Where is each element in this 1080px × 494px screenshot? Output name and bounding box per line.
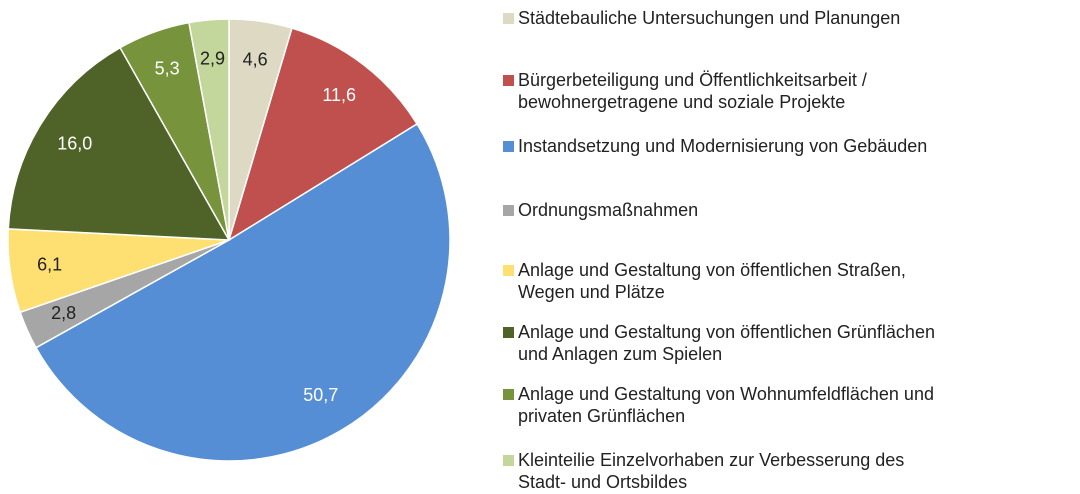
data-label: 6,1 bbox=[37, 254, 62, 274]
pie-slice bbox=[34, 122, 451, 462]
legend-swatch bbox=[503, 389, 514, 400]
legend-label: Städtebauliche Untersuchungen und Planun… bbox=[518, 8, 901, 28]
legend-swatch bbox=[503, 265, 514, 276]
legend-item: Städtebauliche Untersuchungen und Planun… bbox=[503, 7, 900, 29]
legend-item: Anlage und Gestaltung von öffentlichen G… bbox=[503, 321, 935, 365]
data-label: 2,9 bbox=[200, 48, 225, 68]
legend-label: Anlage und Gestaltung von Wohnumfeldfläc… bbox=[518, 384, 934, 426]
legend-label: Anlage und Gestaltung von öffentlichen S… bbox=[518, 260, 906, 302]
legend-item: Ordnungsmaßnahmen bbox=[503, 199, 698, 221]
legend-label: Kleinteilie Einzelvorhaben zur Verbesser… bbox=[518, 450, 905, 492]
data-label: 2,8 bbox=[51, 303, 76, 323]
data-label: 11,6 bbox=[322, 85, 356, 105]
legend-swatch bbox=[503, 141, 514, 152]
chart: 4,6 11,6 50,7 2,8 6,1 16,0 5,3 2,9 bbox=[7, 18, 451, 462]
legend-item: Anlage und Gestaltung von öffentlichen S… bbox=[503, 259, 906, 303]
pie-slice bbox=[227, 27, 419, 242]
legend-label: Anlage und Gestaltung von öffentlichen G… bbox=[518, 322, 935, 364]
legend-item: Bürgerbeteiligung und Öffentlichkeitsarb… bbox=[503, 69, 867, 113]
legend-swatch bbox=[503, 455, 514, 466]
pie-slice bbox=[188, 18, 230, 241]
legend-swatch bbox=[503, 13, 514, 24]
pie-slice bbox=[7, 46, 231, 241]
legend-item: Anlage und Gestaltung von Wohnumfeldfläc… bbox=[503, 383, 934, 427]
data-label: 16,0 bbox=[57, 134, 92, 154]
legend-label: Instandsetzung und Modernisierung von Ge… bbox=[518, 136, 928, 156]
legend-label: Bürgerbeteiligung und Öffentlichkeitsarb… bbox=[518, 70, 867, 112]
legend-swatch bbox=[503, 205, 514, 216]
legend-label: Ordnungsmaßnahmen bbox=[518, 200, 699, 220]
data-label: 50,7 bbox=[303, 385, 338, 405]
legend-swatch bbox=[503, 75, 514, 86]
legend-swatch bbox=[503, 327, 514, 338]
legend-item: Kleinteilie Einzelvorhaben zur Verbesser… bbox=[503, 449, 904, 493]
legend-item: Instandsetzung und Modernisierung von Ge… bbox=[503, 135, 927, 157]
data-label: 4,6 bbox=[243, 49, 268, 69]
data-label: 5,3 bbox=[155, 58, 180, 78]
